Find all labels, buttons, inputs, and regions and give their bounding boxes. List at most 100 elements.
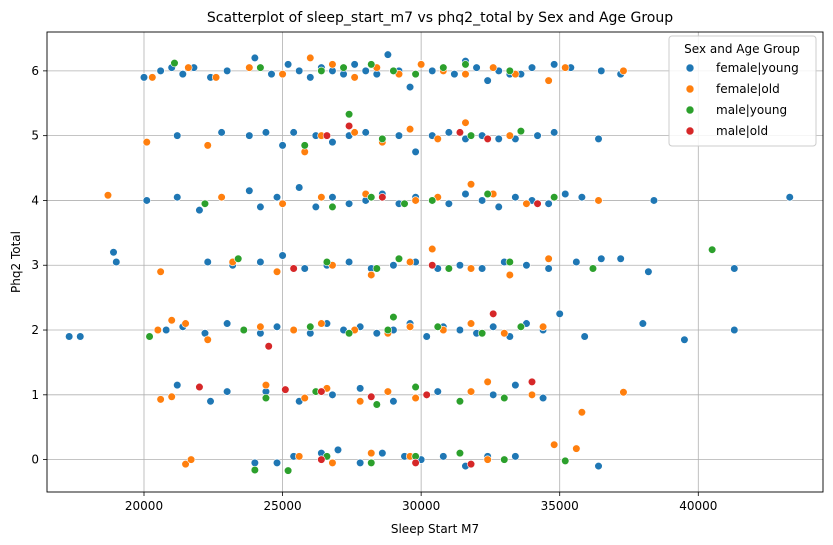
data-point xyxy=(544,254,553,263)
data-point xyxy=(511,193,520,202)
data-point xyxy=(550,193,559,202)
data-point xyxy=(550,440,559,449)
data-point xyxy=(328,60,337,69)
data-point xyxy=(483,455,492,464)
data-points xyxy=(65,50,794,475)
data-point xyxy=(295,452,304,461)
data-point xyxy=(572,257,581,267)
data-point xyxy=(178,70,187,79)
legend-title: Sex and Age Group xyxy=(684,42,800,56)
data-point xyxy=(411,196,420,205)
data-point xyxy=(167,392,176,401)
data-point xyxy=(455,128,465,137)
data-point xyxy=(538,322,548,331)
data-point xyxy=(494,202,503,212)
data-point xyxy=(577,193,586,202)
data-point xyxy=(394,254,404,263)
data-point xyxy=(261,128,271,137)
data-point xyxy=(65,332,74,341)
data-point xyxy=(527,390,537,399)
data-point xyxy=(461,70,470,79)
data-point xyxy=(505,131,514,140)
legend-marker xyxy=(685,126,695,136)
data-point xyxy=(730,325,739,335)
data-point xyxy=(250,465,259,475)
data-point xyxy=(444,199,453,208)
x-tick-label: 25000 xyxy=(263,499,301,513)
data-point xyxy=(217,193,226,202)
data-point xyxy=(239,325,248,335)
data-point xyxy=(527,377,537,386)
data-point xyxy=(350,60,359,69)
data-point xyxy=(295,66,304,75)
data-point xyxy=(550,128,559,137)
data-point xyxy=(256,202,265,212)
data-point xyxy=(344,199,354,208)
y-tick-label: 5 xyxy=(31,129,39,143)
data-point xyxy=(245,186,254,195)
data-point xyxy=(245,131,254,140)
data-point xyxy=(264,342,273,351)
data-point xyxy=(289,264,298,273)
data-point xyxy=(594,196,603,205)
data-point xyxy=(405,257,415,267)
data-point xyxy=(472,63,481,72)
data-point xyxy=(223,387,232,396)
data-point xyxy=(250,53,259,63)
data-point xyxy=(356,458,365,467)
data-point xyxy=(505,270,514,280)
data-point xyxy=(511,380,520,390)
data-point xyxy=(167,316,176,325)
data-point xyxy=(433,322,442,331)
data-point xyxy=(156,395,165,404)
data-point xyxy=(306,53,315,63)
plot-area-frame xyxy=(46,31,824,493)
data-point xyxy=(394,131,404,140)
data-point xyxy=(206,397,215,406)
data-point xyxy=(588,264,598,273)
data-point xyxy=(223,66,232,75)
data-point xyxy=(361,66,370,75)
data-point xyxy=(317,319,326,328)
data-point xyxy=(516,127,526,136)
data-point xyxy=(389,261,398,270)
data-point xyxy=(444,264,453,273)
data-point xyxy=(422,390,431,399)
legend: Sex and Age Group female|young female|old… xyxy=(668,35,817,147)
data-point xyxy=(278,199,287,208)
legend-label: male|young xyxy=(716,103,787,117)
data-point xyxy=(455,449,465,458)
data-point xyxy=(217,128,226,137)
data-point xyxy=(455,325,465,335)
data-point xyxy=(261,380,271,390)
data-point xyxy=(544,76,553,85)
data-point xyxy=(256,257,265,267)
data-point xyxy=(333,445,343,454)
data-point xyxy=(184,63,193,72)
data-point xyxy=(533,199,542,208)
data-point xyxy=(200,199,210,208)
data-point xyxy=(256,63,265,72)
data-point xyxy=(278,251,287,260)
data-point xyxy=(317,66,326,75)
data-point xyxy=(708,245,717,254)
data-point xyxy=(203,257,212,267)
data-point xyxy=(405,82,415,92)
data-point xyxy=(538,393,548,403)
data-point xyxy=(461,189,470,199)
data-point xyxy=(328,138,337,147)
data-point xyxy=(173,380,182,390)
data-point xyxy=(428,66,437,75)
data-point xyxy=(234,254,243,263)
data-point xyxy=(195,382,204,392)
data-point xyxy=(561,189,570,199)
data-point xyxy=(466,131,476,140)
data-point xyxy=(195,206,204,215)
data-point xyxy=(367,392,376,401)
data-point xyxy=(577,408,586,417)
data-point xyxy=(109,248,118,257)
data-point xyxy=(785,193,794,202)
data-point xyxy=(483,189,492,199)
data-point xyxy=(417,60,426,69)
data-point xyxy=(145,332,154,341)
